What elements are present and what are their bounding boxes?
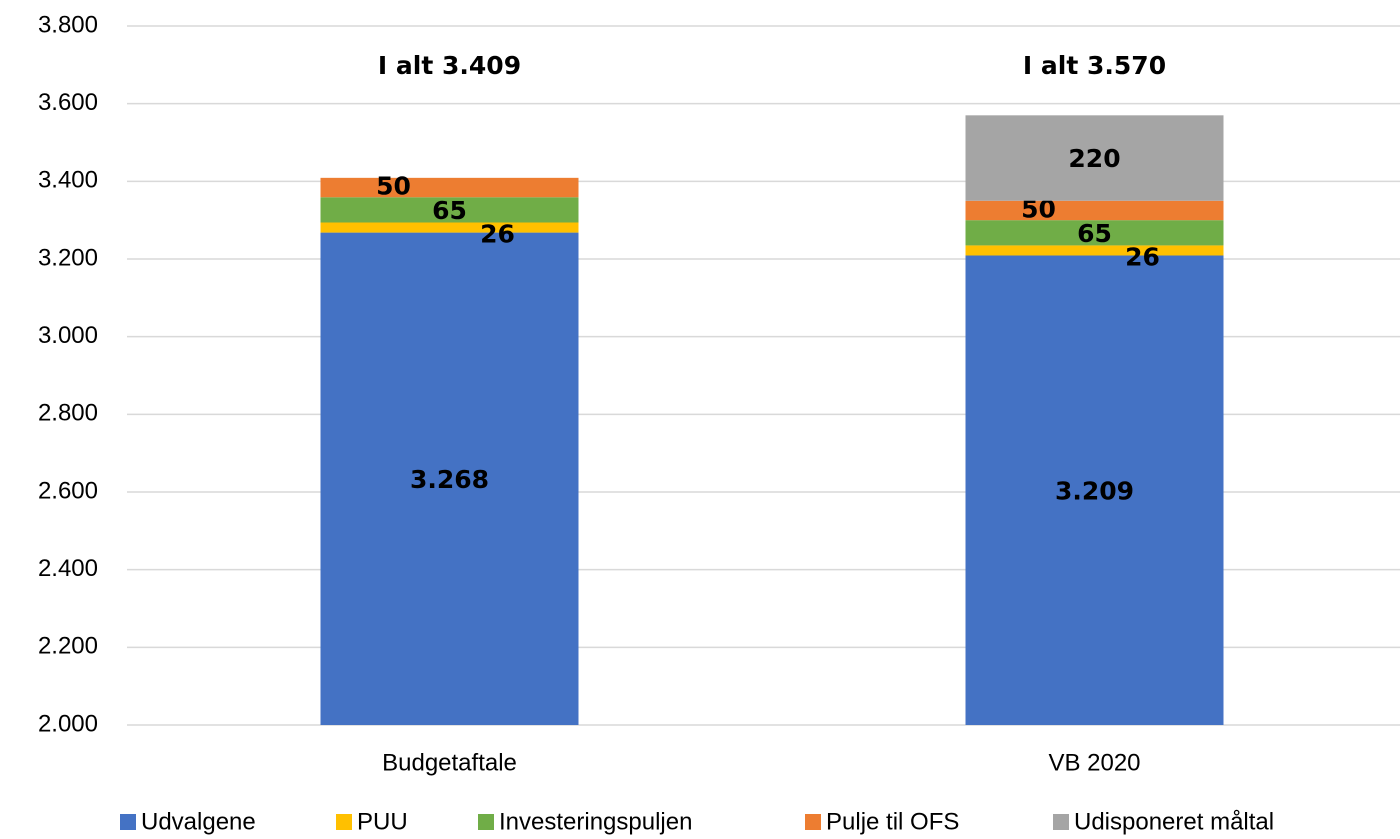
y-tick-label: 2.600 <box>38 477 98 504</box>
data-label: 220 <box>1068 144 1120 173</box>
legend-swatch <box>120 814 136 830</box>
bar-segment <box>965 245 1224 256</box>
data-label: 26 <box>480 220 515 249</box>
bar-segment <box>320 222 579 233</box>
y-tick-label: 3.000 <box>38 322 98 349</box>
bar-segment <box>965 115 1224 201</box>
y-tick-label: 3.400 <box>38 167 98 194</box>
total-label: I alt 3.570 <box>1023 51 1166 80</box>
y-tick-label: 3.800 <box>38 11 98 38</box>
data-label: 65 <box>432 196 467 225</box>
bar-segment <box>965 255 1224 725</box>
bar-segment <box>320 232 579 726</box>
legend-swatch <box>478 814 494 830</box>
y-tick-label: 2.000 <box>38 710 98 737</box>
data-label: 26 <box>1125 242 1160 271</box>
data-label: 3.209 <box>1055 476 1134 505</box>
legend-swatch <box>805 814 821 830</box>
y-tick-label: 3.200 <box>38 244 98 271</box>
bar-segment <box>320 197 579 223</box>
y-tick-label: 2.800 <box>38 400 98 427</box>
y-tick-label: 2.200 <box>38 633 98 660</box>
y-tick-label: 2.400 <box>38 555 98 582</box>
legend-label: Udvalgene <box>141 808 256 835</box>
legend-label: Udisponeret måltal <box>1074 808 1274 835</box>
bar-segment <box>965 220 1224 246</box>
legend-label: Investeringspuljen <box>499 808 692 835</box>
data-label: 3.268 <box>410 465 489 494</box>
data-label: 50 <box>376 172 411 201</box>
x-tick-label: VB 2020 <box>1048 749 1140 776</box>
bar-segment <box>320 177 579 198</box>
data-label: 65 <box>1077 219 1112 248</box>
legend-swatch <box>336 814 352 830</box>
y-tick-label: 3.600 <box>38 89 98 116</box>
x-tick-label: Budgetaftale <box>382 749 517 776</box>
bar-segment <box>965 200 1224 221</box>
total-label: I alt 3.409 <box>378 51 521 80</box>
legend-swatch <box>1053 814 1069 830</box>
legend-label: Pulje til OFS <box>826 808 959 835</box>
legend-label: PUU <box>357 808 408 835</box>
